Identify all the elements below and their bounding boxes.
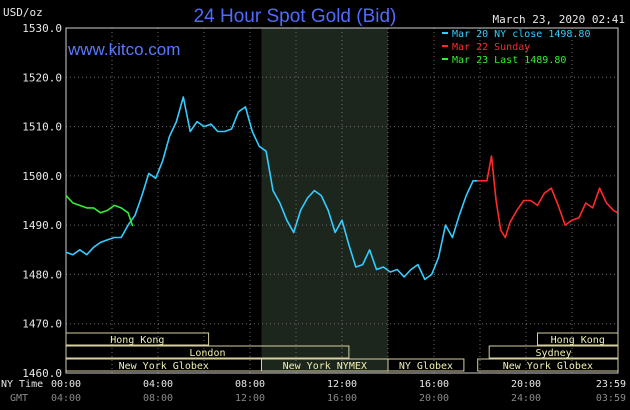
market-session-label: NY Globex bbox=[399, 361, 453, 372]
market-sessions: Hong Kong Hong Kong London Sydney New York G… bbox=[65, 332, 619, 372]
market-session-box bbox=[477, 358, 619, 372]
x-tick-label: 12:00 bbox=[327, 379, 357, 390]
x-tick-label: 20:00 bbox=[511, 379, 541, 390]
market-session-box bbox=[65, 345, 350, 359]
y-tick-label: 1470.0 bbox=[22, 318, 62, 331]
timestamp: March 23, 2020 02:41 bbox=[493, 13, 625, 26]
legend-entry: Mar 23 Last 1489.80 bbox=[452, 55, 566, 66]
series-line bbox=[65, 195, 134, 227]
legend: Mar 20 NY close 1498.80 Mar 22 Sunday Mar … bbox=[442, 29, 590, 66]
overnight-shade bbox=[261, 28, 388, 373]
x-tick-label: 08:00 bbox=[235, 379, 265, 390]
market-session-label: Hong Kong bbox=[110, 335, 164, 346]
market-session-box bbox=[65, 332, 210, 346]
x-tick-label: 00:00 bbox=[51, 379, 81, 390]
y-tick-label: 1480.0 bbox=[22, 268, 62, 281]
x-tick-gmt-label: 08:00 bbox=[143, 393, 173, 404]
x-tick-gmt-label: 24:00 bbox=[511, 393, 541, 404]
y-tick-label: 1510.0 bbox=[22, 121, 62, 134]
market-session-box bbox=[537, 332, 619, 346]
x-axis: 00:00 04:00 04:00 08:00 08:00 12:00 12:00 16:00… bbox=[51, 379, 626, 404]
y-tick-label: 1490.0 bbox=[22, 219, 62, 232]
gmt-label: GMT bbox=[10, 393, 28, 404]
y-tick-label: 1520.0 bbox=[22, 71, 62, 84]
x-tick-gmt-label: 16:00 bbox=[327, 393, 357, 404]
series-line bbox=[65, 96, 478, 281]
market-session-box bbox=[387, 358, 465, 372]
x-tick-gmt-label: 04:00 bbox=[51, 393, 81, 404]
unit-label: USD/oz bbox=[3, 6, 43, 19]
x-tick-gmt-label: 03:59 bbox=[596, 393, 626, 404]
series-lines bbox=[65, 96, 619, 281]
series-line bbox=[477, 155, 619, 239]
x-tick-label: 04:00 bbox=[143, 379, 173, 390]
legend-entry: Mar 20 NY close 1498.80 bbox=[452, 29, 590, 40]
market-session-label: Sydney bbox=[536, 348, 572, 359]
x-tick-gmt-label: 12:00 bbox=[235, 393, 265, 404]
y-axis: 1460.0 1470.0 1480.0 1490.0 1500.0 1510.0 1520… bbox=[22, 22, 62, 380]
ny-time-label: NY Time bbox=[1, 379, 43, 390]
y-tick-label: 1500.0 bbox=[22, 170, 62, 183]
market-session-label: New York NYMEX bbox=[283, 361, 367, 372]
site-label: www.kitco.com bbox=[67, 40, 180, 59]
legend-entry: Mar 22 Sunday bbox=[452, 42, 530, 53]
y-tick-label: 1530.0 bbox=[22, 22, 62, 35]
y-tick-label: 1460.0 bbox=[22, 367, 62, 380]
x-tick-label: 23:59 bbox=[596, 379, 626, 390]
chart-title: 24 Hour Spot Gold (Bid) bbox=[194, 6, 397, 27]
plot-frame bbox=[65, 27, 619, 374]
market-session-label: New York Globex bbox=[503, 361, 593, 372]
market-session-box bbox=[488, 345, 619, 359]
market-session-label: Hong Kong bbox=[551, 335, 605, 346]
market-session-label: New York Globex bbox=[119, 361, 209, 372]
x-tick-gmt-label: 20:00 bbox=[419, 393, 449, 404]
x-tick-label: 16:00 bbox=[419, 379, 449, 390]
market-session-label: London bbox=[189, 348, 225, 359]
